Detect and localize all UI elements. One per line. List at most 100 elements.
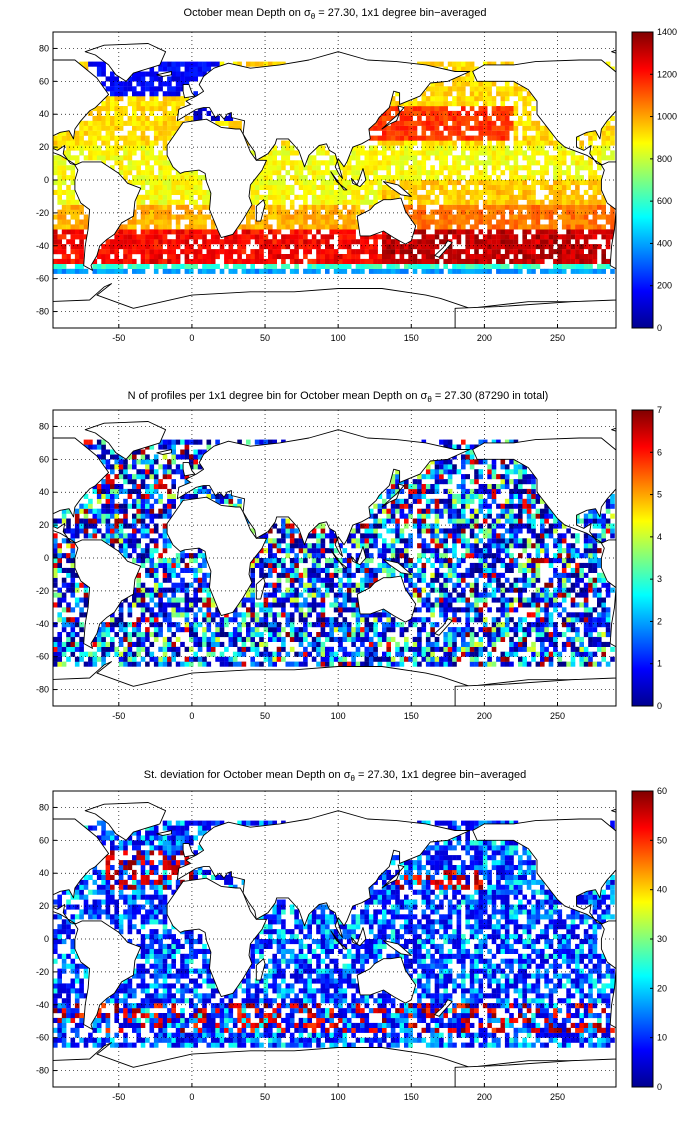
data-cell — [153, 184, 159, 190]
data-cell — [561, 622, 567, 628]
data-cell — [531, 184, 536, 190]
data-cell — [272, 204, 277, 210]
data-cell — [145, 553, 150, 559]
data-cell — [118, 641, 124, 647]
data-cell — [386, 612, 391, 618]
data-cell — [259, 258, 264, 264]
data-cell — [561, 632, 567, 638]
data-cell — [395, 91, 400, 97]
data-cell — [351, 572, 356, 578]
data-cell — [180, 101, 185, 107]
data-cell — [316, 204, 321, 210]
data-cell — [184, 81, 190, 87]
data-cell — [531, 224, 536, 230]
data-cell — [386, 661, 391, 667]
data-cell — [570, 219, 576, 225]
data-cell — [575, 577, 580, 583]
data-cell — [382, 125, 387, 131]
data-cell — [153, 140, 159, 146]
data-cell — [439, 165, 444, 171]
data-cell — [263, 155, 269, 161]
data-cell — [303, 239, 308, 245]
data-cell — [285, 632, 291, 638]
data-cell — [425, 244, 431, 250]
data-cell — [281, 175, 286, 181]
data-cell — [351, 219, 356, 225]
data-cell — [206, 66, 212, 72]
data-cell — [88, 61, 93, 67]
data-cell — [452, 617, 457, 623]
data-cell — [338, 641, 343, 647]
data-cell — [193, 175, 198, 181]
data-cell — [276, 627, 282, 633]
data-cell — [53, 258, 58, 264]
data-cell — [114, 96, 119, 102]
data-cell — [246, 229, 251, 235]
data-cell — [469, 189, 475, 195]
data-cell — [123, 106, 128, 112]
data-cell — [83, 587, 89, 593]
data-cell — [193, 597, 198, 603]
data-cell — [425, 224, 431, 230]
data-cell — [496, 175, 501, 181]
data-cell — [180, 627, 185, 633]
data-cell — [250, 617, 255, 623]
data-cell — [548, 224, 554, 230]
data-cell — [136, 81, 141, 87]
data-cell — [540, 597, 545, 603]
data-cell — [404, 263, 409, 269]
data-cell — [553, 607, 558, 613]
data-cell — [303, 229, 308, 235]
data-cell — [360, 636, 365, 642]
data-cell — [289, 587, 295, 593]
data-cell — [346, 184, 352, 190]
data-cell — [395, 101, 400, 107]
data-cell — [342, 239, 348, 245]
data-cell — [355, 263, 361, 269]
data-cell — [263, 263, 269, 269]
data-cell — [153, 194, 159, 200]
data-cell — [237, 263, 242, 269]
data-cell — [386, 617, 391, 623]
data-cell — [79, 219, 84, 225]
data-cell — [482, 587, 488, 593]
data-cell — [294, 160, 299, 166]
data-cell — [386, 155, 391, 161]
data-cell — [202, 61, 207, 67]
data-cell — [364, 617, 370, 623]
data-cell — [193, 115, 198, 121]
data-cell — [311, 553, 317, 559]
data-cell — [601, 249, 606, 255]
data-cell — [526, 263, 532, 269]
data-cell — [500, 194, 506, 200]
data-cell — [355, 254, 361, 260]
data-cell — [535, 597, 541, 603]
data-cell — [522, 244, 527, 250]
data-cell — [395, 140, 400, 146]
data-cell — [425, 150, 431, 156]
data-cell — [276, 636, 282, 642]
data-cell — [482, 254, 488, 260]
data-cell — [504, 254, 510, 260]
data-cell — [355, 268, 361, 274]
data-cell — [246, 234, 251, 240]
data-cell — [110, 120, 115, 126]
data-cell — [544, 622, 549, 628]
data-cell — [487, 636, 492, 642]
data-cell — [518, 562, 523, 568]
data-cell — [193, 612, 198, 618]
data-cell — [496, 140, 501, 146]
data-cell — [105, 76, 111, 82]
data-cell — [74, 244, 80, 250]
data-cell — [96, 249, 102, 255]
data-cell — [210, 115, 216, 121]
data-cell — [386, 194, 391, 200]
data-cell — [224, 612, 229, 618]
data-cell — [579, 180, 584, 186]
data-cell — [561, 194, 567, 200]
data-cell — [447, 110, 453, 116]
data-cell — [390, 636, 396, 642]
data-cell — [298, 244, 304, 250]
data-cell — [272, 656, 277, 662]
